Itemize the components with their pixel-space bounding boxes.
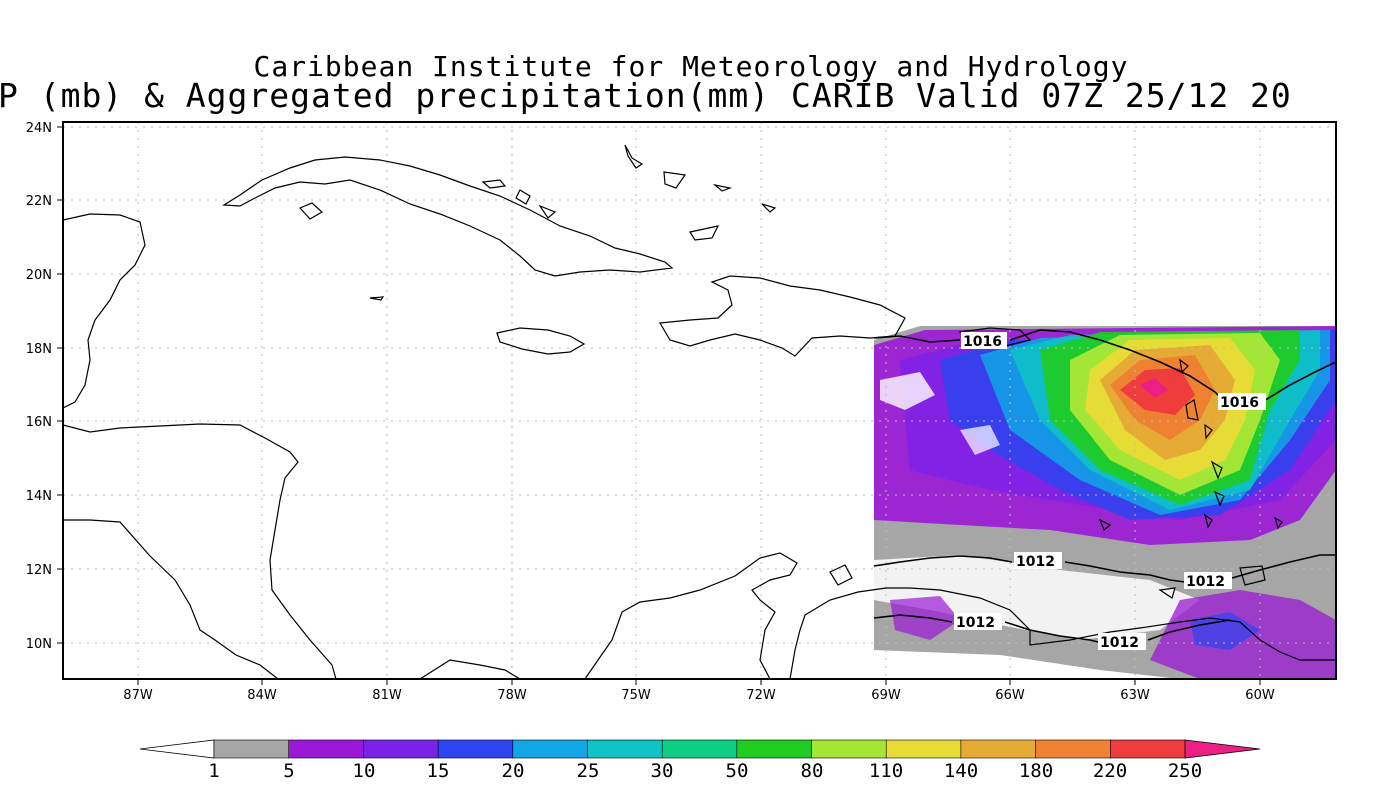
lon-label: 75W (621, 688, 651, 703)
cayman-island (369, 296, 385, 301)
jamaica-coastline (496, 327, 586, 355)
lat-label: 12N (26, 563, 52, 578)
colorbar-segment (811, 739, 887, 759)
bahamas-island (481, 179, 507, 189)
isobar-label: 1012 (1100, 635, 1139, 651)
bahamas-island (712, 183, 733, 192)
colorbar-segment (288, 739, 365, 759)
isobar-1016 (873, 329, 1336, 403)
map-title-line1: Caribbean Institute for Meteorology and … (253, 50, 1129, 83)
lat-label: 20N (26, 268, 52, 283)
colorbar-low-end (139, 739, 215, 759)
bahamas-island (538, 204, 557, 219)
colorbar-label: 50 (726, 760, 749, 782)
colorbar-label: 15 (427, 760, 450, 782)
small-island (1098, 518, 1112, 531)
colorbar-label: 25 (577, 760, 600, 782)
colorbar-label: 180 (1019, 760, 1053, 782)
precip-dry-gap (880, 372, 935, 410)
small-island (1158, 587, 1176, 599)
precip-dry-gap (960, 425, 1000, 455)
isobar-label: 1016 (1220, 395, 1259, 411)
map-title-line2: P (mb) & Aggregated precipitation(mm) CA… (0, 76, 1292, 115)
colorbar-segment (512, 739, 589, 759)
lon-axis: 87W 84W 81W 78W 75W 72W 69W 66W 63W 60W (123, 679, 1275, 703)
lon-label: 78W (497, 688, 527, 703)
colorbar-segment (661, 739, 738, 759)
colorbar-label: 30 (651, 760, 674, 782)
lat-label: 10N (26, 637, 52, 652)
central-america-coastline (63, 213, 337, 679)
colorbar: 1 5 10 15 20 25 30 50 80 110 140 180 220… (139, 739, 1261, 782)
bahamas-island (663, 171, 687, 189)
colorbar-label: 5 (283, 760, 294, 782)
colorbar-label: 20 (502, 760, 525, 782)
lat-label: 24N (26, 121, 52, 136)
lat-axis: 24N 22N 20N 18N 16N 14N 12N 10N (26, 121, 63, 652)
colorbar-high-end (1184, 739, 1261, 759)
lat-label: 16N (26, 415, 52, 430)
bahamas-island (761, 203, 777, 213)
colorbar-label: 80 (801, 760, 824, 782)
lon-label: 84W (247, 688, 277, 703)
colorbar-segment (960, 739, 1037, 759)
trinidad-coastline (1239, 565, 1266, 586)
colorbar-segment (736, 739, 813, 759)
isle-of-youth-coastline (298, 202, 324, 220)
colorbar-segment (1035, 739, 1111, 759)
lon-label: 72W (746, 688, 776, 703)
lat-label: 18N (26, 342, 52, 357)
colorbar-segment (437, 739, 514, 759)
map-frame (62, 121, 1337, 680)
isobars (873, 329, 1336, 643)
small-island (829, 564, 853, 586)
isobar-label: 1012 (956, 615, 995, 631)
colorbar-label: 110 (869, 760, 903, 782)
lon-label: 63W (1120, 688, 1150, 703)
bahamas-island (689, 225, 720, 241)
lon-label: 69W (871, 688, 901, 703)
bahamas-island (515, 189, 531, 205)
lon-label: 87W (123, 688, 153, 703)
lon-label: 60W (1245, 688, 1275, 703)
precip-magenta-spot (1140, 378, 1168, 398)
colorbar-segment (885, 739, 962, 759)
colorbar-label: 10 (353, 760, 376, 782)
isobar-1012-south (873, 614, 1231, 643)
colorbar-label: 140 (944, 760, 978, 782)
lat-label: 14N (26, 489, 52, 504)
colorbar-segment (363, 739, 439, 759)
colorbar-segment (587, 739, 663, 759)
bahamas-island (624, 144, 644, 169)
colorbar-label: 1 (208, 760, 219, 782)
colorbar-label: 220 (1093, 760, 1127, 782)
hispaniola-coastline (659, 275, 906, 357)
lon-label: 81W (372, 688, 402, 703)
lesser-antilles-coastline (1179, 358, 1283, 530)
precip-blue-area (1190, 612, 1260, 650)
map-gridlines (63, 122, 1336, 679)
colorbar-segment (1110, 739, 1186, 759)
precip-dry-gap (874, 555, 1200, 640)
colorbar-segment (213, 739, 290, 759)
cuba-coastline (222, 156, 674, 277)
isobar-label: 1012 (1016, 554, 1055, 570)
lon-label: 66W (995, 688, 1025, 703)
isobar-label: 1016 (963, 334, 1002, 350)
isobar-label: 1012 (1186, 574, 1225, 590)
isobar-1012 (873, 554, 1336, 583)
lat-label: 22N (26, 194, 52, 209)
colorbar-label: 250 (1168, 760, 1202, 782)
precipitation-field (874, 326, 1336, 679)
isobar-labels: 1016 1016 1012 1012 1012 1012 (954, 332, 1266, 651)
